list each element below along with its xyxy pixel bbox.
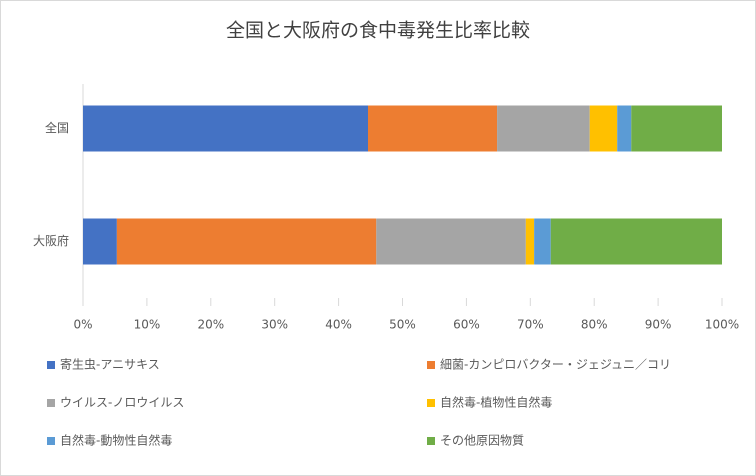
y-tick-label: 大阪府 (33, 233, 69, 248)
x-tick-label: 100% (705, 318, 739, 332)
legend-swatch (47, 399, 55, 407)
x-tick-label: 90% (645, 318, 672, 332)
bar-segment (550, 218, 722, 265)
bar-segment (376, 218, 526, 265)
legend-swatch (427, 437, 435, 445)
bar-segment (83, 105, 368, 152)
legend-swatch (427, 361, 435, 369)
legend-label: 自然毒-動物性自然毒 (60, 433, 172, 448)
x-tick-label: 70% (517, 318, 544, 332)
legend-swatch (427, 399, 435, 407)
x-tick-label: 60% (453, 318, 480, 332)
legend-label: その他原因物質 (440, 433, 524, 448)
x-tick-label: 30% (261, 318, 288, 332)
legend-swatch (47, 437, 55, 445)
legend-swatch (47, 361, 55, 369)
legend-label: 寄生虫-アニサキス (60, 357, 160, 372)
bar-segment (617, 105, 632, 152)
x-tick-label: 80% (581, 318, 608, 332)
legend-label: 細菌-カンピロバクター・ジェジュニ／コリ (440, 358, 671, 372)
bar-segment (589, 105, 618, 152)
legend-label: 自然毒-植物性自然毒 (440, 395, 552, 410)
x-tick-label: 50% (389, 318, 416, 332)
legend-label: ウイルス-ノロウイルス (60, 396, 184, 410)
bar-segment (534, 218, 551, 265)
bar-segment (367, 105, 498, 152)
bar-segment (525, 218, 535, 265)
chart-title: 全国と大阪府の食中毒発生比率比較 (226, 20, 530, 42)
bar-segment (116, 218, 377, 265)
x-tick-label: 20% (197, 318, 224, 332)
x-tick-label: 10% (134, 318, 161, 332)
bar-segment (497, 105, 590, 152)
x-tick-label: 0% (73, 318, 92, 332)
y-tick-label: 全国 (45, 120, 69, 135)
bar-segment (83, 218, 117, 265)
bar-segment (631, 105, 722, 152)
x-tick-label: 40% (325, 318, 352, 332)
